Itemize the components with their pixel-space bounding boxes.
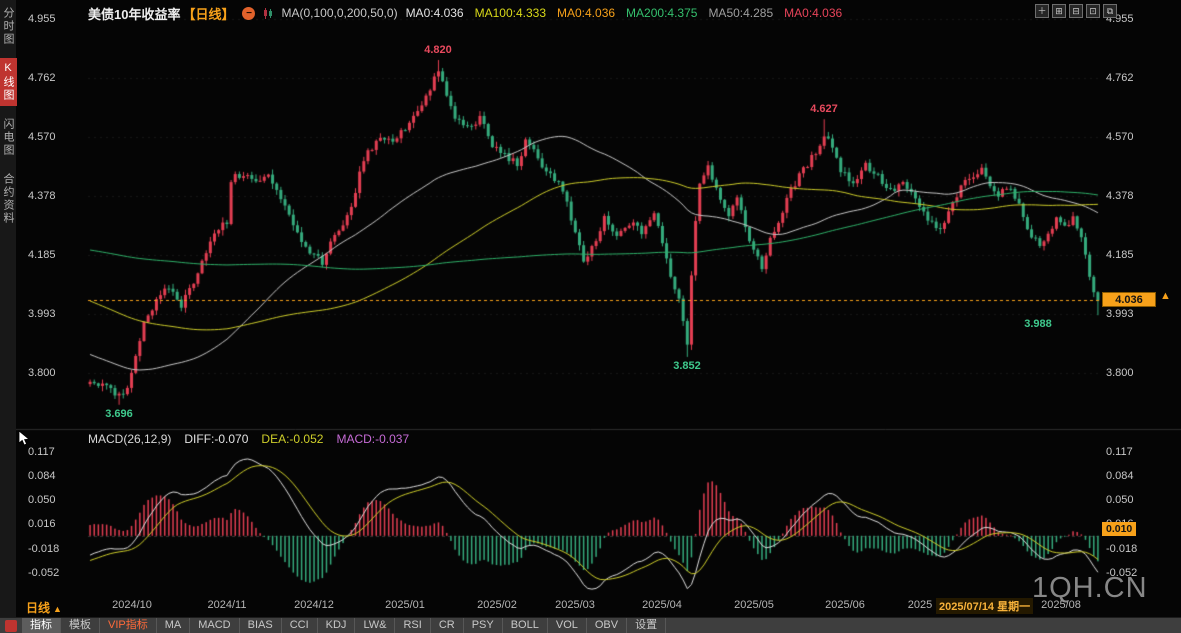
macd-y-label-left: 0.050 [28,494,56,506]
indicator-tab[interactable]: VIP指标 [100,617,157,633]
macd-y-label-right: 0.050 [1106,494,1134,506]
indicator-tab[interactable]: BOLL [503,617,548,633]
sidebar-item-contract-info[interactable]: 合约资料 [2,173,14,225]
macd-y-label-right: -0.018 [1106,543,1138,555]
macd-y-label-left: -0.052 [28,567,60,579]
top-bar: 美债10年收益率 【日线】 − MA(0,100,0,200,50,0) MA0… [0,0,1181,26]
y-axis-label-right: 4.570 [1106,131,1134,143]
x-axis-label: 2025/04 [642,599,682,611]
indicator-tab[interactable]: OBV [587,617,628,633]
price-annotation: 4.627 [810,103,838,115]
y-axis-label-left: 4.955 [28,13,56,25]
y-axis-label-left: 4.570 [28,131,56,143]
tile-horizontal-icon[interactable]: ⊟ [1069,4,1083,18]
y-axis-label-right: 4.762 [1106,72,1134,84]
indicator-tab-bar: 指标 模板 VIP指标 MA MACD BIAS CCI KDJ LW& RSI CR PSY BOLL… [0,617,1181,633]
macd-y-label-right: -0.052 [1106,567,1138,579]
indicator-tab[interactable]: CR [431,617,464,633]
macd-macd-value: MACD:-0.037 [336,432,410,446]
price-annotation: 3.696 [105,408,133,420]
x-axis-label: 2025/02 [477,599,517,611]
indicator-tab[interactable]: BIAS [240,617,282,633]
macd-y-label-left: 0.117 [28,446,55,458]
ma-legend-item: MA50:4.285 [708,6,774,20]
price-annotation: 3.852 [673,360,701,372]
x-axis-label: 2025/03 [555,599,595,611]
ma-legend-item: MA200:4.375 [626,6,698,20]
tile-grid-icon[interactable]: ⊞ [1052,4,1066,18]
y-axis-label-right: 4.185 [1106,249,1134,261]
ma-legend-item: MA0:4.036 [784,6,843,20]
y-axis-label-right: 3.800 [1106,367,1134,379]
macd-value-marker: 0.010 [1102,522,1137,536]
period-label: 日线 [26,601,51,615]
y-axis-label-left: 3.800 [28,367,56,379]
single-view-icon[interactable]: ⊡ [1086,4,1100,18]
ma-legend-item: MA0:4.036 [557,6,616,20]
macd-legend: MACD(26,12,9) DIFF:-0.070 DEA:-0.052 MAC… [88,432,409,446]
app-logo-icon[interactable] [5,619,17,632]
add-chart-icon[interactable]: ＋ [1035,4,1049,18]
ma-legend: MA0:4.036 MA100:4.333 MA0:4.036 MA200:4.375… [406,6,854,20]
indicator-tab[interactable]: VOL [548,617,587,633]
y-axis-label-right: 3.993 [1106,308,1134,320]
ma-legend-item: MA100:4.333 [474,6,546,20]
instrument-title: 美债10年收益率 [88,6,181,22]
indicator-tab[interactable]: LW& [355,617,396,633]
y-axis-label-left: 4.762 [28,72,56,84]
indicator-tab[interactable]: RSI [395,617,431,633]
x-axis-label: 2025 [907,599,933,611]
ma-settings-label: MA(0,100,0,200,50,0) [281,6,398,20]
indicator-tab[interactable]: 模板 [61,617,100,633]
macd-y-label-right: 0.084 [1106,470,1134,482]
indicator-tab[interactable]: 指标 [22,617,61,633]
scale-up-arrow-icon[interactable]: ▲ [1160,290,1171,302]
indicator-tab[interactable]: PSY [464,617,503,633]
indicator-tab[interactable]: MACD [190,617,240,633]
window-controls: ＋ ⊞ ⊟ ⊡ ⧉ [1035,4,1117,18]
x-axis-label: 2025/06 [825,599,865,611]
up-arrow-icon: ▲ [53,604,62,614]
candlestick-mini-icon [263,7,273,20]
multi-view-icon[interactable]: ⧉ [1103,4,1117,18]
period-tag: 【日线】 [182,6,235,22]
session-date-label: 2025/07/14 星期一 [936,598,1034,614]
y-axis-label-left: 4.378 [28,190,56,202]
x-axis-label: 2025/01 [385,599,425,611]
macd-dea-value: DEA:-0.052 [261,432,324,446]
mouse-cursor [18,430,31,446]
sidebar-item-time-chart[interactable]: 分时图 [2,7,14,46]
macd-params-label: MACD(26,12,9) [88,432,172,446]
watermark: 1QH.CN [1032,572,1148,604]
price-annotation: 4.820 [424,44,452,56]
x-axis-label: 2024/12 [294,599,334,611]
macd-y-label-left: 0.084 [28,470,56,482]
x-axis-label: 2025/05 [734,599,774,611]
collapse-circle-icon[interactable]: − [242,6,256,20]
price-annotation: 3.988 [1024,318,1052,330]
sidebar-item-flash-chart[interactable]: 闪电图 [2,118,14,157]
macd-y-label-right: 0.117 [1106,446,1133,458]
ma-legend-item: MA0:4.036 [405,6,464,20]
macd-diff-value: DIFF:-0.070 [184,432,249,446]
sidebar-item-kline-chart[interactable]: K线图 [0,58,17,106]
indicator-tab[interactable]: CCI [282,617,318,633]
current-price-marker: 4.036 [1102,292,1156,307]
period-selector[interactable]: 日线 ▲ [26,599,62,616]
indicator-tab[interactable]: KDJ [318,617,356,633]
macd-y-label-left: 0.016 [28,518,56,530]
y-axis-label-right: 4.378 [1106,190,1134,202]
macd-y-label-left: -0.018 [28,543,60,555]
x-axis-label: 2024/11 [207,599,247,611]
y-axis-label-left: 3.993 [28,308,56,320]
y-axis-label-left: 4.185 [28,249,56,261]
indicator-tab[interactable]: MA [157,617,191,633]
indicator-tab[interactable]: 设置 [627,617,667,633]
x-axis-label: 2025/08 [1041,599,1081,611]
left-sidebar: 分时图 K线图 闪电图 合约资料 [0,0,17,633]
x-axis-label: 2024/10 [112,599,152,611]
